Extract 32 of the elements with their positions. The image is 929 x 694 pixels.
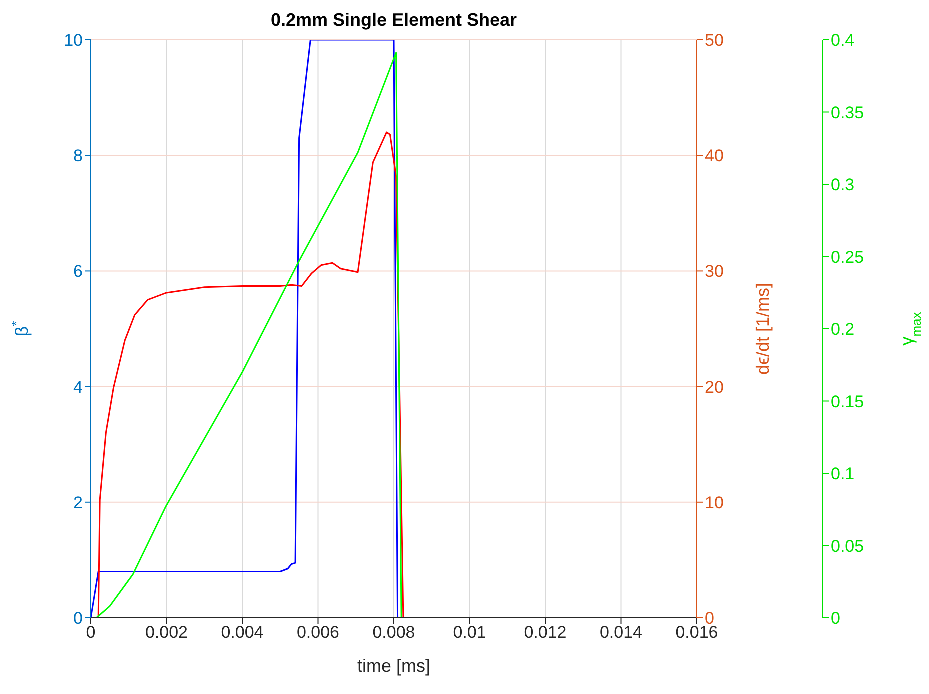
y2-tick-label: 40	[705, 146, 724, 166]
y-tick-label: 10	[64, 31, 83, 50]
y3-tick-label: 0.25	[831, 248, 864, 267]
y-tick-label: 0	[74, 609, 83, 628]
y3-tick-label: 0.2	[831, 320, 855, 340]
y-tick-label: 4	[74, 378, 83, 397]
x-tick-label: 0.008	[372, 623, 416, 642]
x-axis-title: time [ms]	[357, 656, 431, 676]
y-tick-label: 6	[74, 262, 83, 282]
x-tick-label: 0.01	[453, 623, 486, 642]
y3-tick-label: 0.35	[831, 103, 864, 122]
y3-tick-label: 0.3	[831, 176, 855, 195]
x-tick-label: 0.014	[600, 623, 643, 642]
y3-tick-label: 0.1	[831, 464, 855, 484]
x-tick-label: 0.016	[676, 623, 718, 642]
y3-tick-label: 0.4	[831, 31, 855, 50]
x-tick-label: 0	[86, 623, 96, 642]
x-tick-label: 0.012	[524, 623, 567, 642]
y2-tick-label: 10	[705, 493, 724, 512]
y2-tick-label: 20	[705, 378, 724, 397]
chart-title: 0.2mm Single Element Shear	[270, 10, 518, 31]
x-tick-label: 0.002	[145, 623, 188, 642]
y2-tick-label: 30	[705, 262, 724, 282]
y3-tick-label: 0.05	[831, 536, 864, 556]
y-tick-label: 8	[74, 146, 83, 166]
y3-tick-label: 0.15	[831, 392, 864, 412]
y-tick-label: 2	[74, 493, 83, 512]
y2-axis-title: dϵ/dt [1/ms]	[753, 283, 773, 375]
x-tick-label: 0.004	[221, 623, 264, 642]
y3-tick-label: 0	[831, 609, 840, 628]
x-tick-label: 0.006	[296, 623, 340, 642]
y2-tick-label: 50	[705, 31, 724, 50]
